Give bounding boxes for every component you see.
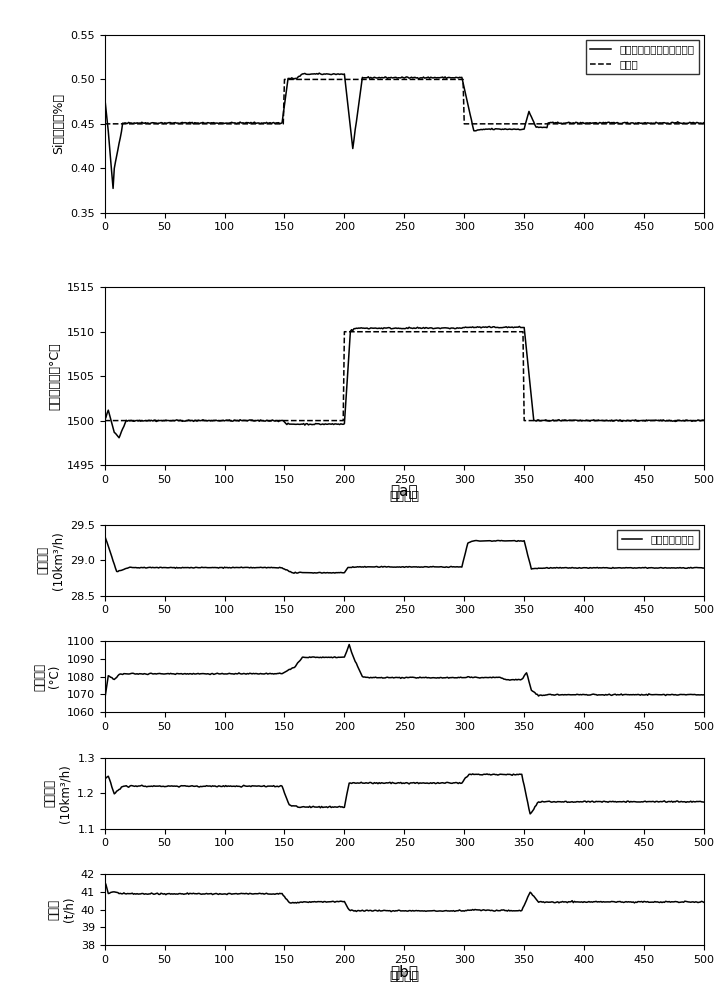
设定值 bbox=[487, 118, 496, 130]
设定值 bbox=[700, 118, 708, 130]
控制量变化曲线 bbox=[495, 535, 503, 547]
设定值 bbox=[320, 73, 329, 85]
Line: 控制量变化曲线: 控制量变化曲线 bbox=[105, 536, 704, 573]
X-axis label: 采样时刻: 采样时刻 bbox=[389, 970, 419, 983]
控制量变化曲线 bbox=[598, 562, 606, 574]
控制量变化曲线 bbox=[700, 562, 708, 574]
多元铁水质量指标跟踪曲线 bbox=[109, 182, 118, 194]
Y-axis label: 铁水温度，（°C）: 铁水温度，（°C） bbox=[48, 342, 61, 410]
多元铁水质量指标跟踪曲线 bbox=[496, 123, 505, 135]
Y-axis label: 冷风流量
(10km³/h): 冷风流量 (10km³/h) bbox=[37, 531, 64, 590]
多元铁水质量指标跟踪曲线 bbox=[250, 116, 258, 128]
Legend: 控制量变化曲线: 控制量变化曲线 bbox=[617, 530, 699, 549]
多元铁水质量指标跟踪曲线 bbox=[275, 117, 284, 129]
Y-axis label: Si含量，（%）: Si含量，（%） bbox=[52, 93, 65, 154]
Line: 设定值: 设定值 bbox=[105, 79, 704, 124]
多元铁水质量指标跟踪曲线 bbox=[315, 67, 323, 79]
多元铁水质量指标跟踪曲线 bbox=[700, 117, 708, 129]
设定值 bbox=[100, 118, 109, 130]
Text: （a）: （a） bbox=[391, 485, 418, 499]
Legend: 多元铁水质量指标跟踪曲线, 设定值: 多元铁水质量指标跟踪曲线, 设定值 bbox=[586, 40, 699, 74]
多元铁水质量指标跟踪曲线 bbox=[599, 116, 608, 128]
设定值 bbox=[495, 118, 503, 130]
控制量变化曲线 bbox=[487, 535, 496, 547]
多元铁水质量指标跟踪曲线 bbox=[321, 68, 329, 80]
控制量变化曲线 bbox=[290, 567, 298, 579]
控制量变化曲线 bbox=[274, 562, 283, 574]
Y-axis label: 热风温度
(°C): 热风温度 (°C) bbox=[33, 663, 61, 691]
控制量变化曲线 bbox=[249, 562, 258, 574]
设定值 bbox=[280, 73, 289, 85]
控制量变化曲线 bbox=[320, 567, 329, 579]
多元铁水质量指标跟踪曲线 bbox=[489, 124, 497, 136]
Text: （b）: （b） bbox=[391, 964, 418, 980]
设定值 bbox=[274, 118, 283, 130]
设定值 bbox=[598, 118, 606, 130]
控制量变化曲线 bbox=[100, 530, 109, 542]
Y-axis label: 喷煤量
(t/h): 喷煤量 (t/h) bbox=[47, 897, 75, 922]
Line: 多元铁水质量指标跟踪曲线: 多元铁水质量指标跟踪曲线 bbox=[105, 73, 704, 188]
X-axis label: 采样时刻: 采样时刻 bbox=[389, 490, 419, 503]
Y-axis label: 富氧流量
(10km³/h): 富氧流量 (10km³/h) bbox=[43, 764, 71, 823]
设定值 bbox=[249, 118, 258, 130]
多元铁水质量指标跟踪曲线 bbox=[100, 91, 109, 103]
